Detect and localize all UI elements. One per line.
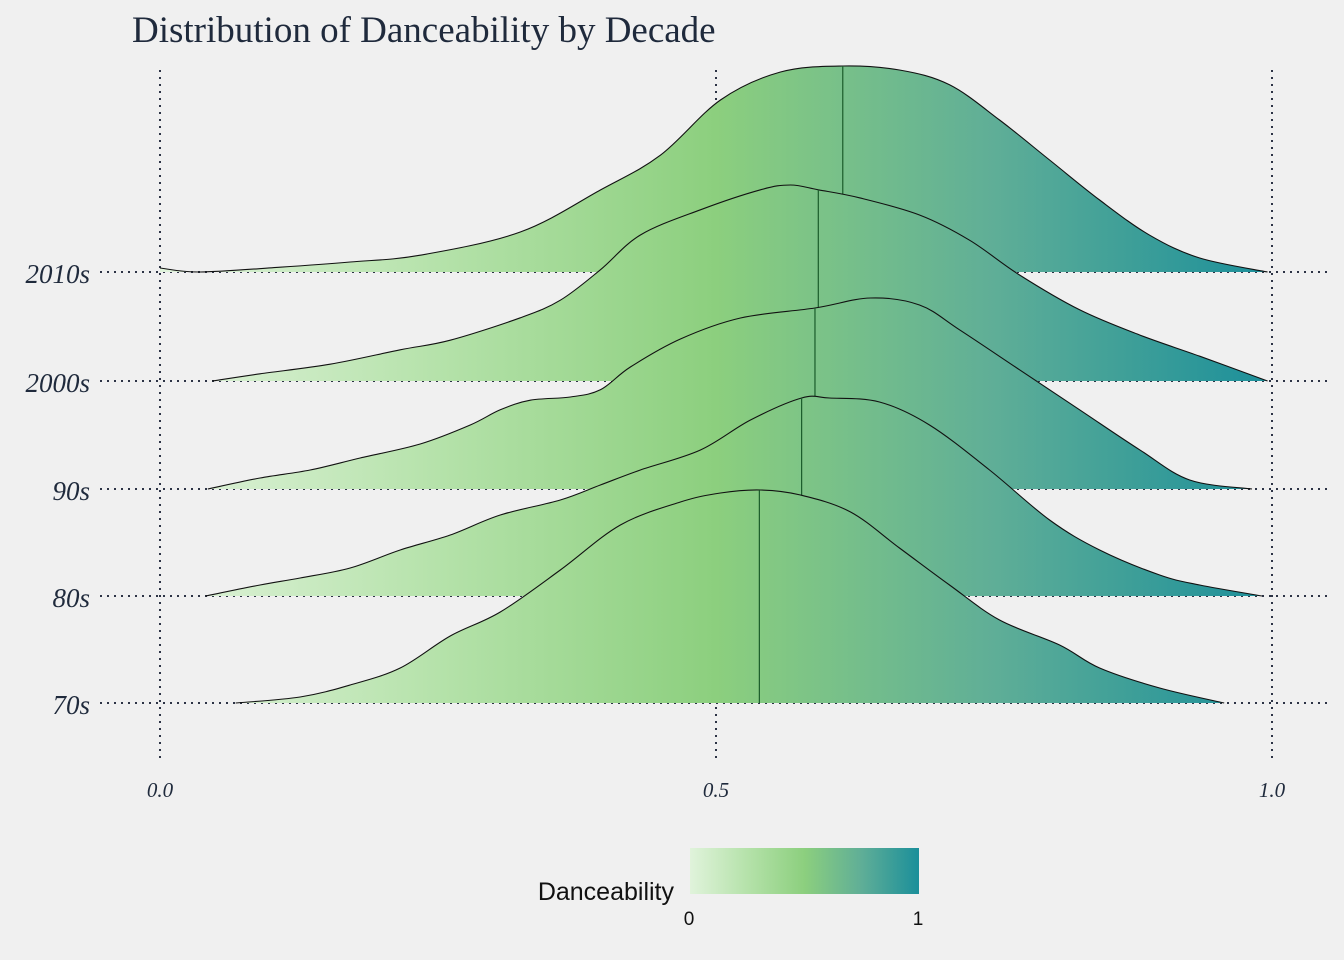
legend-colorbar [690,848,919,894]
y-tick-label: 90s [52,476,90,506]
ridge-area [207,297,1252,489]
ridge-outline [212,184,1268,382]
ridge-area [235,489,1225,703]
chart-title: Distribution of Danceability by Decade [132,10,716,51]
x-axis-labels: 0.0 0.5 1.0 [147,778,1286,802]
ridge-area [212,185,1268,381]
ridge-outline [159,65,1268,273]
ridge-70s [235,489,1225,704]
ridge-outline [235,489,1225,704]
y-tick-label: 2000s [25,368,90,398]
y-axis-labels: 2010s 2000s 90s 80s 70s [25,259,90,720]
x-tick-label: 0.0 [147,778,174,802]
x-tick-label: 0.5 [703,778,729,802]
y-tick-label: 80s [52,583,90,613]
legend-max-label: 1 [913,909,924,930]
x-tick-label: 1.0 [1259,778,1286,802]
y-tick-label: 70s [52,690,90,720]
ridge-outline [207,297,1253,490]
y-tick-label: 2010s [25,259,90,289]
ridges [159,65,1268,704]
legend-min-label: 0 [684,909,695,930]
legend: Danceability 0 1 [538,848,923,930]
legend-title: Danceability [538,878,675,906]
ridge-area [160,65,1268,273]
ridge-outline [205,395,1263,597]
